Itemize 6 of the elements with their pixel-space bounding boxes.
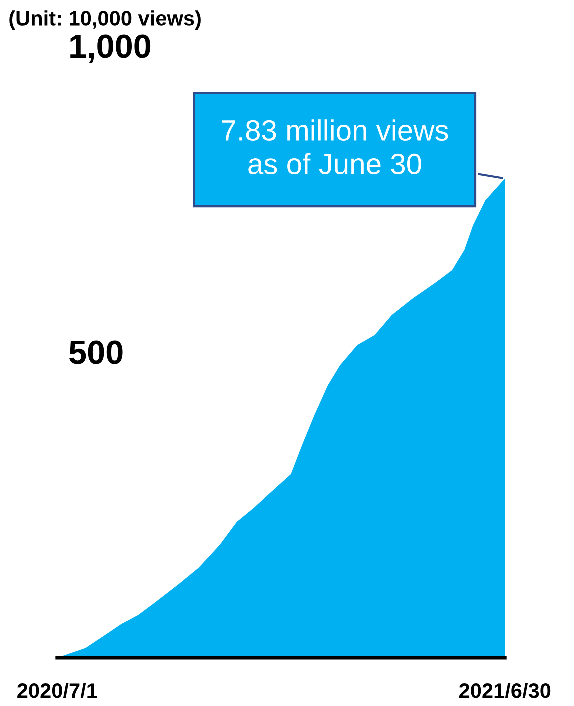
y-tick-label: 1,000: [70, 34, 151, 64]
text: (Unit: 10,000 views): [10, 10, 201, 30]
y-tick-label: 500: [70, 340, 123, 364]
annotation: 7.83 million views as of June 30: [222, 120, 448, 175]
x-tick-label: 2020/7/1: [18, 682, 98, 699]
x-tick-label: 2021/6/30: [460, 682, 551, 699]
